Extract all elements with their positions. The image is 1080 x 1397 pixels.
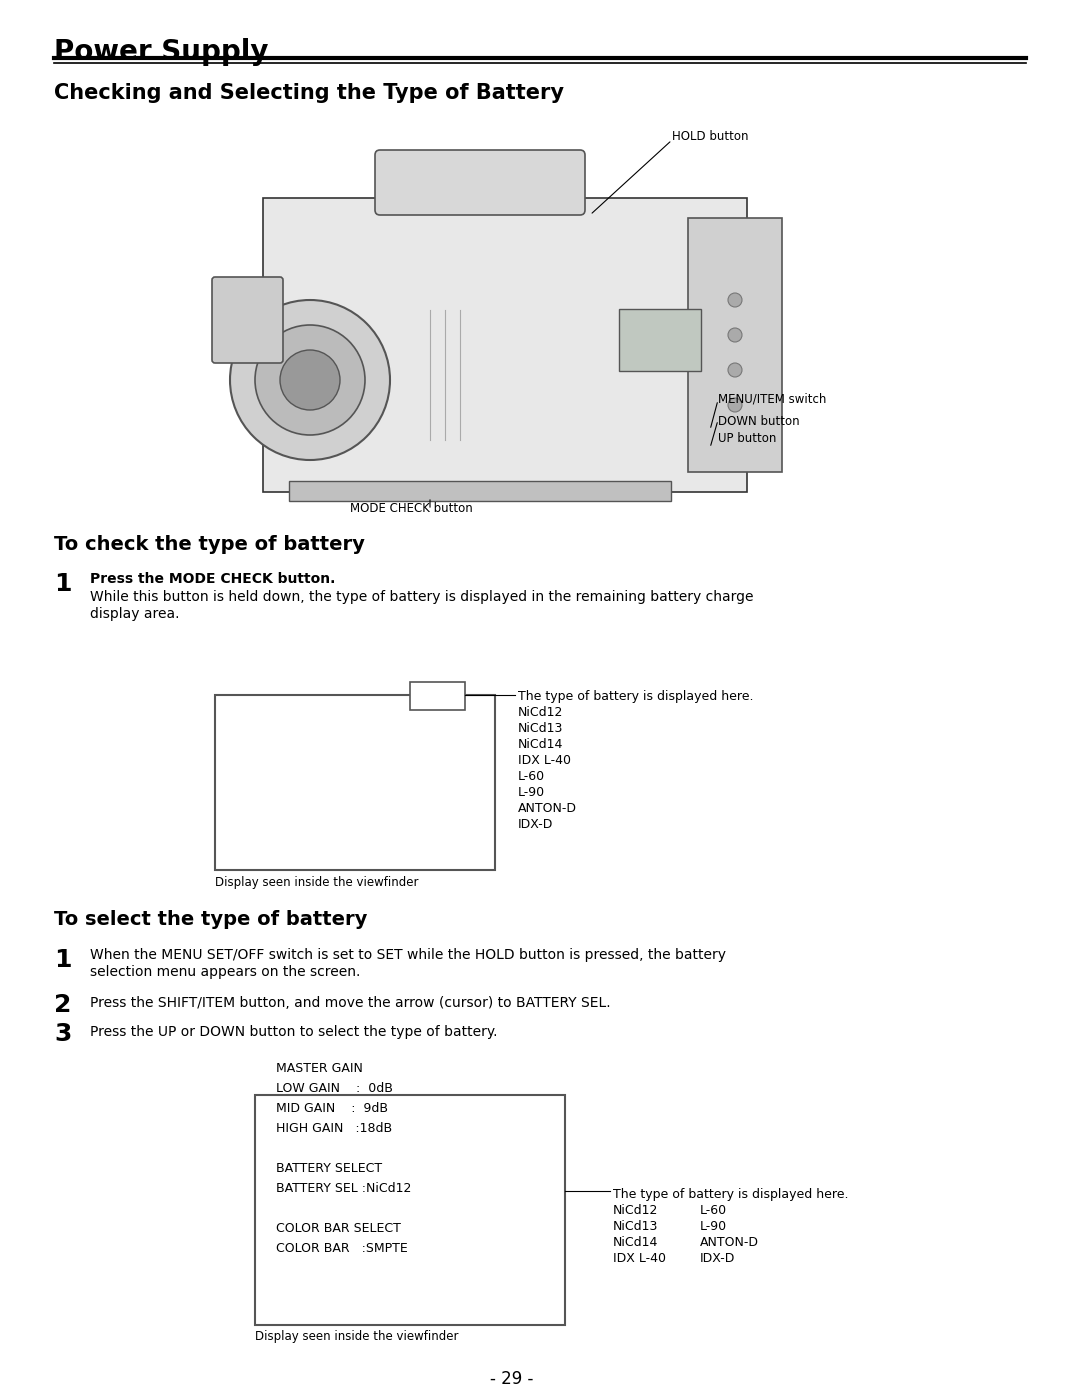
Text: NiCd12: NiCd12 [518,705,564,719]
FancyBboxPatch shape [619,309,701,372]
Text: MODE CHECK button: MODE CHECK button [350,502,473,515]
Circle shape [230,300,390,460]
Text: IDX L-40: IDX L-40 [518,754,571,767]
FancyBboxPatch shape [289,481,671,502]
Text: IDX-D: IDX-D [700,1252,735,1266]
Text: L-90: L-90 [700,1220,727,1234]
Text: - 29 -: - 29 - [490,1370,534,1389]
Text: NiCd13: NiCd13 [613,1220,659,1234]
Text: L-60: L-60 [700,1204,727,1217]
Text: The type of battery is displayed here.: The type of battery is displayed here. [518,690,754,703]
Text: NiCd12: NiCd12 [613,1204,659,1217]
Text: To select the type of battery: To select the type of battery [54,909,367,929]
Text: BATTERY SELECT: BATTERY SELECT [268,1162,382,1175]
Text: ANTON-D: ANTON-D [700,1236,759,1249]
Text: 1: 1 [54,949,71,972]
FancyBboxPatch shape [255,1095,565,1324]
FancyBboxPatch shape [688,218,782,472]
Text: Press the MODE CHECK button.: Press the MODE CHECK button. [90,571,336,585]
FancyBboxPatch shape [375,149,585,215]
Text: HOLD button: HOLD button [672,130,748,142]
Circle shape [280,351,340,409]
Text: Power Supply: Power Supply [54,38,269,66]
Text: IDX L-40: IDX L-40 [613,1252,666,1266]
Circle shape [728,328,742,342]
Text: HIGH GAIN   :18dB: HIGH GAIN :18dB [268,1122,392,1134]
Text: COLOR BAR   :SMPTE: COLOR BAR :SMPTE [268,1242,408,1255]
Text: When the MENU SET/OFF switch is set to SET while the HOLD button is pressed, the: When the MENU SET/OFF switch is set to S… [90,949,726,963]
Text: 2: 2 [54,993,71,1017]
Text: BATTERY SEL :NiCd12: BATTERY SEL :NiCd12 [268,1182,411,1194]
Text: display area.: display area. [90,608,179,622]
Text: ANTON-D: ANTON-D [518,802,577,814]
Circle shape [255,326,365,434]
Text: DOWN button: DOWN button [718,415,799,427]
FancyBboxPatch shape [410,682,465,710]
Text: 1: 1 [54,571,71,597]
Text: NiCd14: NiCd14 [613,1236,659,1249]
Text: LOW GAIN    :  0dB: LOW GAIN : 0dB [268,1083,393,1095]
Text: L-60: L-60 [518,770,545,782]
Circle shape [728,293,742,307]
Text: L-90: L-90 [518,787,545,799]
Text: MENU/ITEM switch: MENU/ITEM switch [718,393,826,405]
Text: Press the SHIFT/ITEM button, and move the arrow (cursor) to BATTERY SEL.: Press the SHIFT/ITEM button, and move th… [90,996,610,1010]
Text: Display seen inside the viewfinder: Display seen inside the viewfinder [255,1330,459,1343]
Text: Press the UP or DOWN button to select the type of battery.: Press the UP or DOWN button to select th… [90,1025,498,1039]
Text: MID GAIN    :  9dB: MID GAIN : 9dB [268,1102,388,1115]
Text: Display seen inside the viewfinder: Display seen inside the viewfinder [215,876,419,888]
FancyBboxPatch shape [264,198,747,492]
Text: The type of battery is displayed here.: The type of battery is displayed here. [613,1187,849,1201]
Text: 3: 3 [54,1023,71,1046]
Text: COLOR BAR SELECT: COLOR BAR SELECT [268,1222,401,1235]
Text: UP button: UP button [718,432,777,446]
Text: MASTER GAIN: MASTER GAIN [268,1062,363,1076]
FancyBboxPatch shape [215,694,495,870]
Text: NiCd13: NiCd13 [518,722,564,735]
Circle shape [728,363,742,377]
FancyBboxPatch shape [212,277,283,363]
Text: selection menu appears on the screen.: selection menu appears on the screen. [90,965,361,979]
Text: NiCd14: NiCd14 [518,738,564,752]
Text: While this button is held down, the type of battery is displayed in the remainin: While this button is held down, the type… [90,590,754,604]
Text: IDX-D: IDX-D [518,819,553,831]
Text: Checking and Selecting the Type of Battery: Checking and Selecting the Type of Batte… [54,82,564,103]
Circle shape [728,398,742,412]
Text: To check the type of battery: To check the type of battery [54,535,365,555]
